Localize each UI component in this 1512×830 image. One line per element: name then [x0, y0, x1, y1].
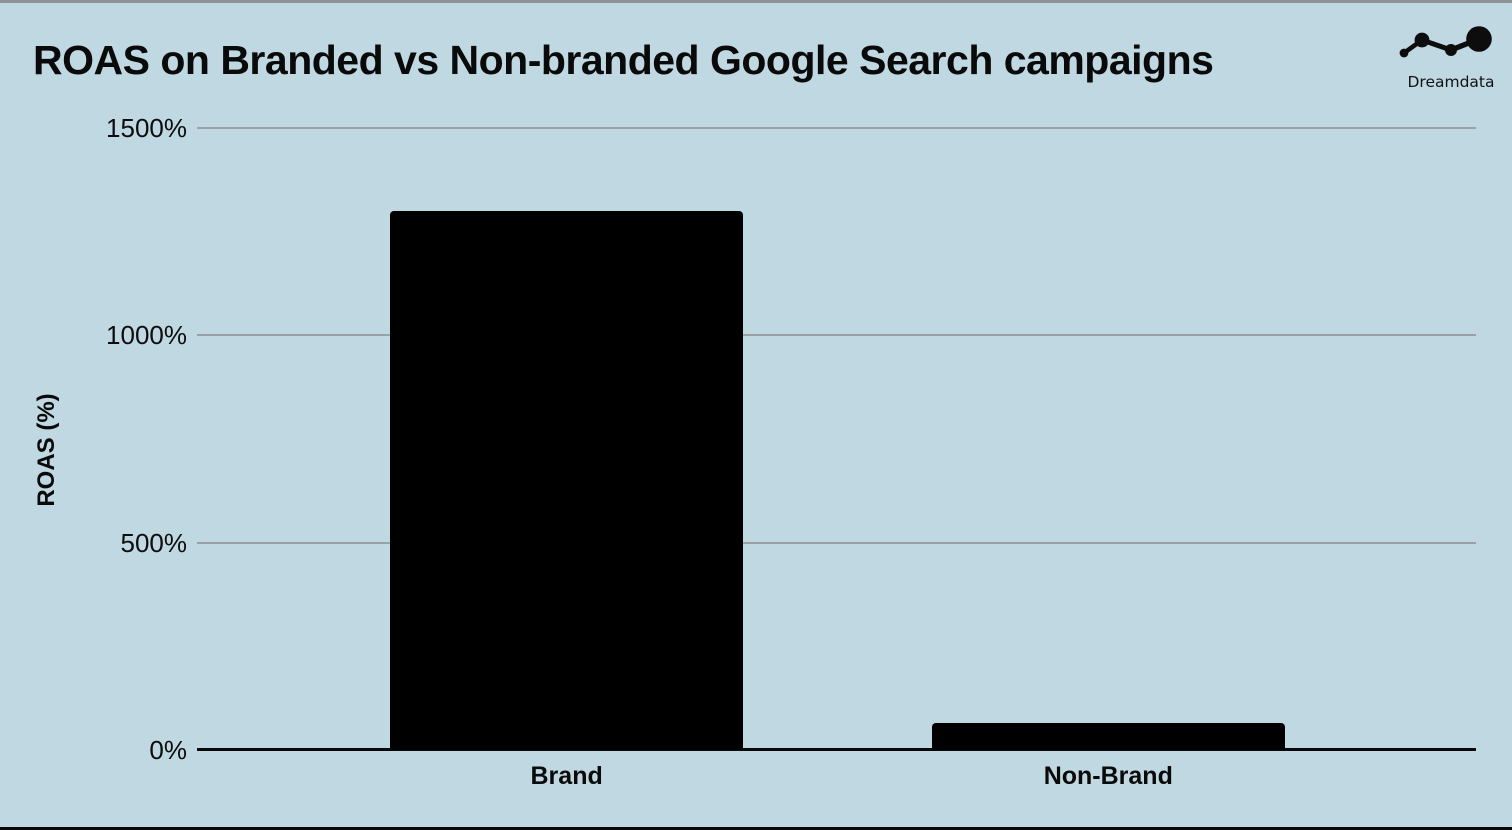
y-tick-label-0: 0%: [149, 735, 187, 765]
x-tick-label-non-brand: Non-Brand: [1043, 762, 1173, 790]
x-axis-line: [197, 748, 1476, 751]
x-tick-label-brand: Brand: [530, 762, 603, 790]
bar-non-brand: [931, 723, 1285, 750]
dreamdata-logo-text: Dreamdata: [1407, 73, 1494, 91]
dreamdata-dots-icon: [1399, 26, 1492, 58]
plot-area: 0% 500% 1000% 1500% Brand Non-Brand: [106, 115, 1476, 789]
y-axis-title: ROAS (%): [33, 393, 60, 507]
dreamdata-logo: Dreamdata: [1399, 26, 1495, 91]
bar-brand: [390, 210, 744, 750]
gridline-1500: [197, 127, 1476, 129]
chart-title: ROAS on Branded vs Non-branded Google Se…: [33, 37, 1214, 83]
screen-top-border: [0, 0, 1512, 3]
y-tick-label-500: 500%: [120, 527, 188, 558]
screen-bottom-border: [0, 827, 1512, 830]
y-tick-label-1000: 1000%: [106, 320, 187, 351]
gridline-500: [197, 541, 1476, 544]
y-tick-label-1500: 1500%: [106, 113, 187, 143]
gridline-1000: [197, 334, 1476, 337]
